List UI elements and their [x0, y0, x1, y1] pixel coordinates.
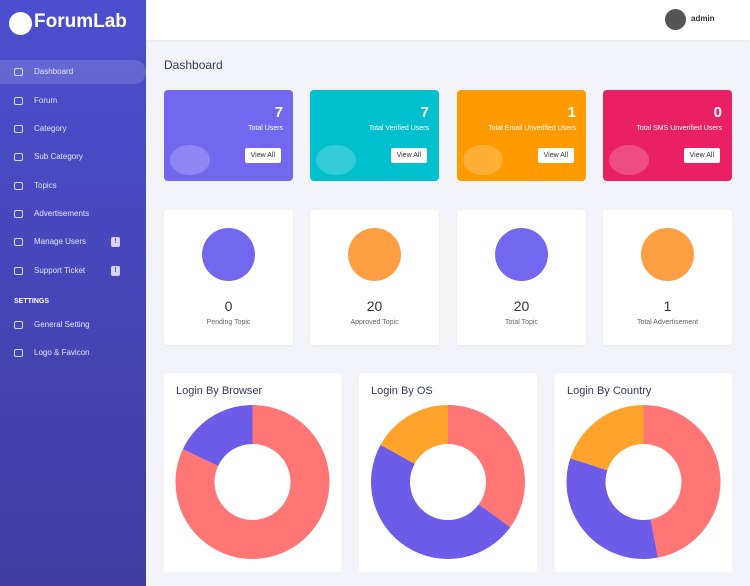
stat-card: 1 Total Email Unverified Users View All	[457, 90, 586, 181]
menu-item[interactable]: General Setting	[0, 313, 146, 337]
donut-slice	[175, 405, 330, 559]
stat-card: 7 Total Verified Users View All	[310, 90, 439, 181]
view-all-button[interactable]: View All	[683, 148, 720, 163]
brand[interactable]: ForumLab	[34, 11, 127, 32]
topic-label: Approved Topic	[350, 319, 399, 326]
card-icon	[170, 145, 210, 175]
chart-card: Login By Browser	[164, 373, 341, 572]
chart-card: Login By OS	[359, 373, 537, 572]
menu-item[interactable]: Topics	[0, 174, 146, 198]
view-all-button[interactable]: View All	[537, 148, 574, 163]
donut-slice	[570, 405, 644, 471]
chart-title: Login By Country	[567, 385, 652, 397]
menu-icon	[14, 349, 23, 357]
chart-title: Login By Browser	[176, 385, 263, 397]
topic-card: 0 Pending Topic	[164, 210, 293, 345]
menu-item[interactable]: Category	[0, 117, 146, 141]
topic-value: 20	[366, 298, 383, 314]
page-title: Dashboard	[164, 58, 223, 72]
stat-label: Total SMS Unverified Users	[636, 125, 722, 132]
stat-card: 0 Total SMS Unverified Users View All	[603, 90, 732, 181]
menu-item[interactable]: Manage Users!	[0, 230, 146, 254]
topic-label: Pending Topic	[206, 319, 251, 326]
donut-chart	[175, 405, 330, 559]
menu-icon	[14, 68, 23, 76]
logo	[9, 12, 32, 35]
menu-item[interactable]: Dashboard	[0, 60, 146, 84]
user-name[interactable]: admin	[691, 14, 715, 23]
topic-icon	[348, 228, 401, 281]
topic-label: Total Topic	[505, 319, 538, 326]
topic-icon	[202, 228, 255, 281]
topic-icon	[495, 228, 548, 281]
card-icon	[316, 145, 356, 175]
menu-item[interactable]: Sub Category	[0, 145, 146, 169]
topic-icon	[641, 228, 694, 281]
stat-card: 7 Total Users View All	[164, 90, 293, 181]
view-all-button[interactable]: View All	[390, 148, 427, 163]
menu-icon	[14, 210, 23, 218]
stat-label: Total Users	[247, 125, 283, 132]
menu-badge: !	[111, 237, 120, 247]
topic-value: 20	[513, 298, 530, 314]
donut-slice	[566, 458, 658, 559]
donut-chart	[371, 405, 525, 559]
donut-slice	[448, 405, 525, 528]
topic-card: 20 Total Topic	[457, 210, 586, 345]
stat-value: 1	[567, 104, 576, 121]
sidebar: ForumLab Dashboard Forum Category Sub Categ…	[0, 0, 146, 586]
menu-item[interactable]: Forum	[0, 89, 146, 113]
section-title: SETTINGS	[14, 298, 50, 305]
donut-slice	[182, 405, 253, 466]
donut-slice	[380, 405, 448, 464]
topic-card: 1 Total Advertisement	[603, 210, 732, 345]
topic-label: Total Advertisement	[636, 319, 699, 326]
donut-slice	[371, 444, 511, 559]
menu-icon	[14, 125, 23, 133]
card-icon	[609, 145, 649, 175]
stat-value: 0	[713, 104, 722, 121]
menu-icon	[14, 97, 23, 105]
stat-label: Total Verified Users	[368, 125, 429, 132]
chart-card: Login By Country	[555, 373, 732, 572]
menu-item[interactable]: Logo & Favicon	[0, 341, 146, 365]
topic-value: 1	[663, 298, 672, 314]
menu-icon	[14, 267, 23, 275]
menu-icon	[14, 182, 23, 190]
stat-value: 7	[274, 104, 283, 121]
chart-title: Login By OS	[371, 385, 433, 397]
menu-icon	[14, 153, 23, 161]
card-icon	[463, 145, 503, 175]
avatar[interactable]	[665, 9, 686, 30]
donut-slice	[643, 405, 721, 558]
topic-card: 20 Approved Topic	[310, 210, 439, 345]
topic-value: 0	[224, 298, 233, 314]
menu-badge: !	[111, 266, 120, 276]
menu-item[interactable]: Advertisements	[0, 202, 146, 226]
menu-icon	[14, 238, 23, 246]
topbar: admin	[146, 0, 750, 40]
menu-icon	[14, 321, 23, 329]
view-all-button[interactable]: View All	[244, 148, 281, 163]
menu-item[interactable]: Support Ticket!	[0, 259, 146, 283]
stat-value: 7	[420, 104, 429, 121]
stat-label: Total Email Unverified Users	[488, 125, 576, 132]
donut-chart	[566, 405, 721, 559]
